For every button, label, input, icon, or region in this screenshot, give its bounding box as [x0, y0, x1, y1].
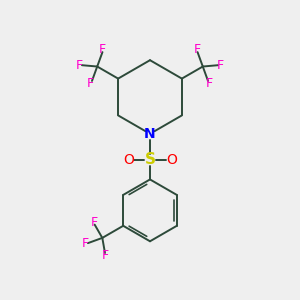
Text: F: F — [82, 237, 89, 250]
Text: F: F — [99, 43, 106, 56]
Text: N: N — [144, 127, 156, 141]
Text: F: F — [206, 77, 213, 90]
Text: F: F — [87, 77, 94, 90]
Text: F: F — [217, 59, 224, 72]
Text: S: S — [145, 152, 155, 167]
Text: O: O — [123, 153, 134, 167]
Text: F: F — [101, 249, 109, 262]
Text: F: F — [91, 216, 98, 230]
Text: F: F — [194, 43, 201, 56]
Text: O: O — [166, 153, 177, 167]
Text: F: F — [76, 59, 83, 72]
